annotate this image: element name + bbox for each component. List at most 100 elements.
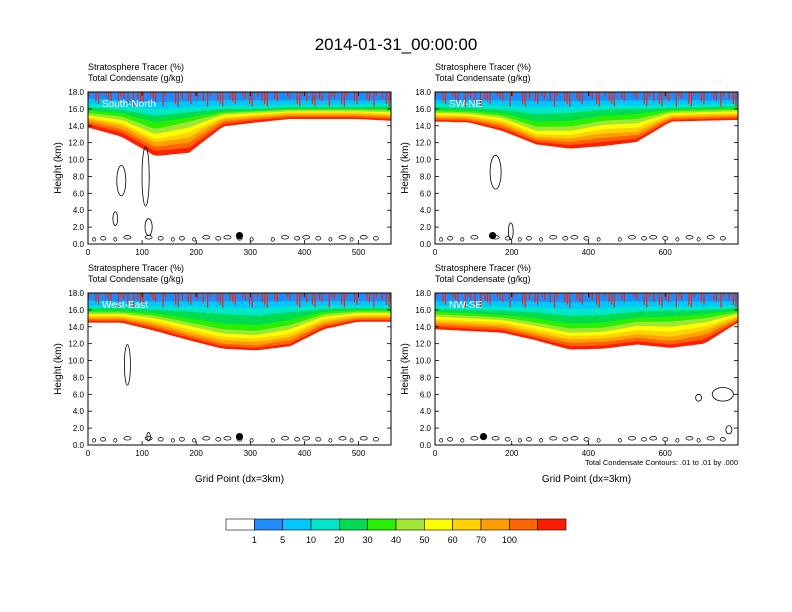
condensate-contour — [338, 436, 347, 441]
tracer-streak — [512, 92, 514, 97]
tracer-streak — [155, 92, 157, 102]
tracer-streak — [229, 293, 231, 300]
tracer-streak — [442, 293, 444, 303]
tracer-streak — [569, 92, 571, 107]
tracer-streak — [123, 293, 125, 300]
x-tick-label: 400 — [298, 449, 312, 458]
tracer-streak — [202, 92, 204, 102]
tracer-streak — [331, 92, 333, 97]
tracer-streak — [110, 92, 112, 102]
figure-title: 2014-01-31_00:00:00 — [315, 35, 478, 54]
y-tick-label: 10.0 — [68, 357, 84, 366]
colorbar-swatch — [509, 518, 538, 531]
condensate-contour — [359, 436, 368, 441]
tracer-streak — [133, 92, 135, 107]
condensate-contour — [202, 436, 211, 441]
condensate-contour — [215, 437, 222, 442]
tracer-streak — [541, 92, 543, 97]
panel-name: West-East — [102, 300, 148, 311]
tracer-streak — [693, 293, 695, 298]
y-tick-label: 12.0 — [68, 139, 84, 148]
condensate-contour — [294, 236, 301, 241]
tracer-streak — [194, 293, 196, 298]
condensate-contour — [223, 235, 232, 240]
y-tick-label: 2.0 — [420, 424, 432, 433]
tracer-streak — [554, 92, 556, 107]
y-tick-label: 18.0 — [415, 88, 431, 97]
tracer-streak — [88, 92, 90, 97]
tracer-streaks — [435, 92, 737, 107]
tracer-streak — [457, 293, 459, 303]
tracer-fill — [435, 293, 738, 350]
tracer-streak — [343, 92, 345, 107]
tracer-streak — [735, 293, 737, 308]
y-axis-label: Height (km) — [400, 142, 411, 194]
panel-west-east: 0.0 2.0 4.0 6.0 8.0 10.0 12.0 14.0 16.0 18.0 0 100 2… — [53, 263, 392, 485]
tracer-streak — [373, 92, 375, 107]
condensate-contour — [192, 438, 197, 443]
tracer-streak — [467, 293, 469, 298]
location-marker — [489, 232, 497, 240]
tracer-streak — [165, 293, 167, 298]
condensate-contour — [100, 437, 107, 442]
tracer-streak — [381, 92, 383, 99]
tracer-streak — [484, 92, 486, 99]
tracer-streak — [321, 293, 323, 303]
x-tick-label: 0 — [433, 248, 438, 257]
tracer-streak — [155, 293, 157, 303]
tracer-streak — [318, 293, 320, 300]
tracer-streak — [735, 92, 737, 107]
tracer-streak — [665, 92, 667, 99]
tracer-streak — [257, 293, 259, 298]
condensate-contour — [617, 438, 622, 443]
tracer-streak — [499, 293, 501, 300]
condensate-contour — [123, 436, 132, 441]
panel-header-line1: Stratosphere Tracer (%) — [88, 62, 184, 72]
condensate-contour — [349, 237, 354, 242]
condensate-contour — [349, 438, 354, 443]
y-tick-label: 6.0 — [420, 390, 432, 399]
tracer-streak — [120, 92, 122, 97]
tracer-streak — [95, 92, 97, 102]
condensate-contour — [113, 438, 118, 443]
colorbar-swatch — [395, 518, 425, 531]
tracer-streak — [105, 92, 107, 97]
tracer-streak — [356, 293, 358, 305]
tracer-streak — [646, 92, 648, 107]
tracer-streak — [311, 92, 313, 104]
condensate-contour — [249, 237, 254, 242]
condensate-contour — [157, 236, 164, 241]
tracer-streak — [480, 293, 482, 308]
tracer-streak — [732, 92, 734, 104]
tracer-streak — [341, 92, 343, 104]
tracer-streak — [356, 92, 358, 104]
tracer-streak — [581, 92, 583, 104]
colorbar-swatch — [225, 518, 255, 531]
tracer-streak — [120, 293, 122, 298]
tracer-streak — [139, 293, 142, 303]
condensate-contour — [719, 236, 726, 241]
tracer-streak — [385, 92, 387, 104]
condensate-contour — [202, 235, 211, 240]
y-tick-label: 0.0 — [420, 441, 432, 450]
tracer-streak — [509, 293, 511, 308]
condensate-contour — [302, 235, 311, 240]
tracer-streak — [474, 92, 476, 104]
tracer-streak — [486, 92, 489, 102]
tracer-streak — [234, 293, 236, 305]
colorbar-label: 5 — [280, 535, 285, 545]
condensate-contour — [447, 437, 454, 442]
y-tick-label: 8.0 — [420, 373, 432, 382]
tracer-streaks — [435, 293, 737, 308]
condensate-contour — [539, 438, 543, 443]
tracer-streak — [274, 92, 276, 99]
tracer-streak — [581, 293, 583, 305]
tracer-streak — [242, 92, 244, 97]
y-tick-label: 16.0 — [68, 306, 84, 315]
condensate-contour — [517, 438, 522, 443]
tracer-streak — [549, 293, 551, 303]
tracer-streak — [274, 293, 276, 300]
tracer-streak — [457, 92, 459, 102]
tracer-streak — [306, 293, 308, 303]
colorbar-label: 20 — [334, 535, 344, 545]
